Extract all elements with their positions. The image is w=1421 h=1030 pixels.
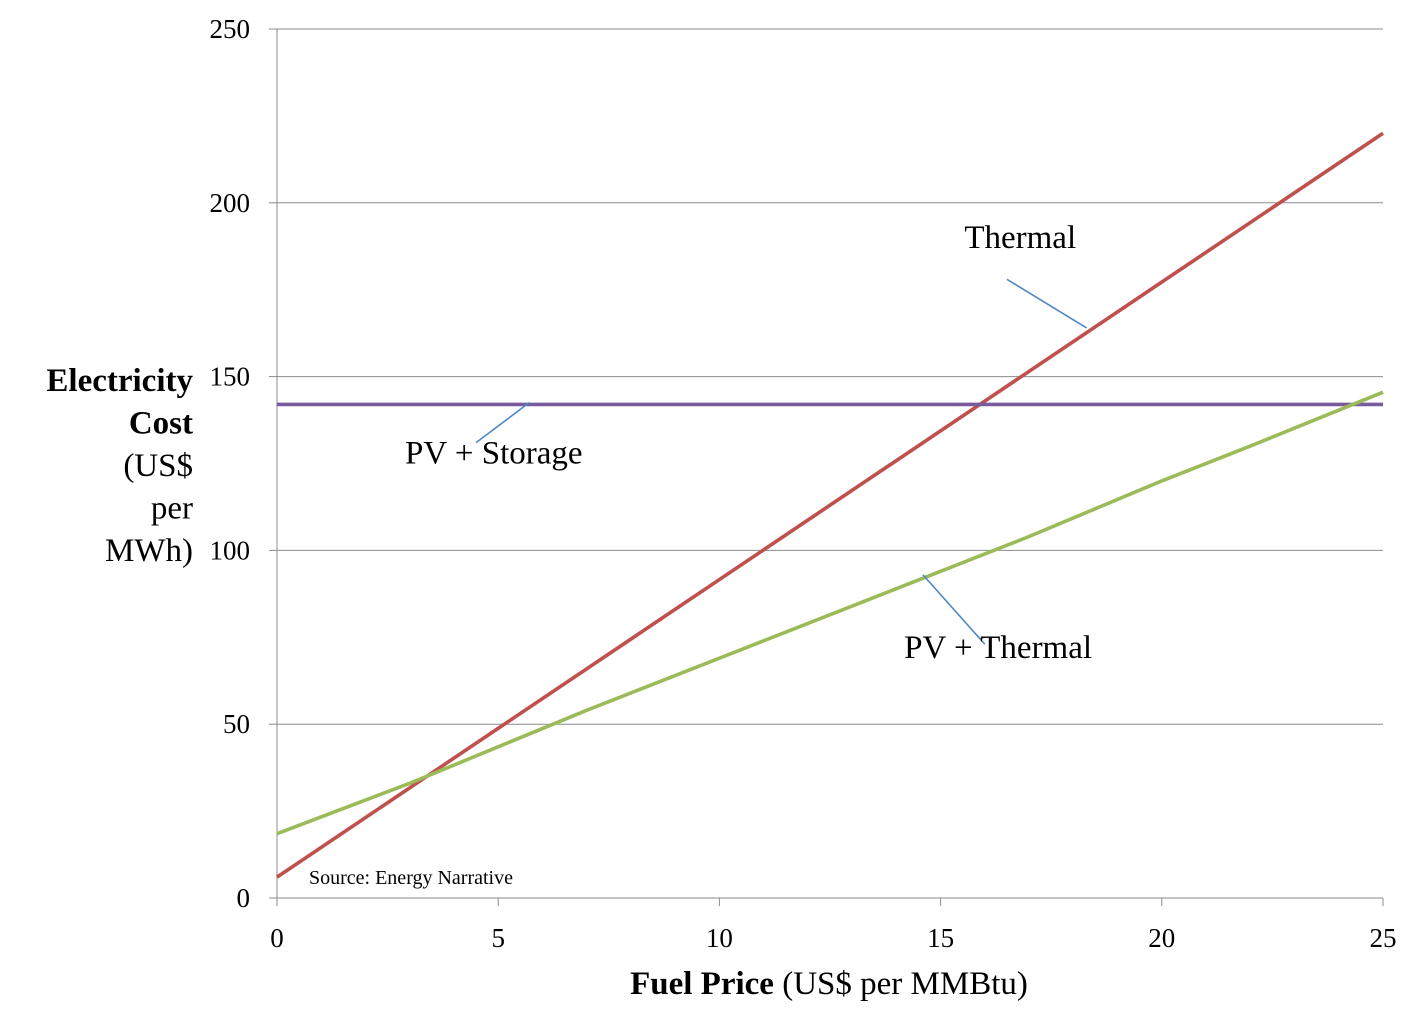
y-tick-label-250: 250: [210, 14, 251, 44]
series-line-thermal: [275, 131, 1385, 879]
series-line-pv-thermal: [276, 390, 1384, 836]
series-lines: [275, 131, 1385, 879]
x-axis-label: Fuel Price (US$ per MMBtu): [630, 966, 1028, 1002]
gridlines: [277, 28, 1383, 725]
y-axis-label-line-2: Cost: [129, 406, 193, 442]
source-note: Source: Energy Narrative: [309, 867, 513, 889]
series-label-pv-storage: PV + Storage: [405, 436, 583, 472]
series-label-pv-thermal: PV + Thermal: [904, 630, 1092, 666]
x-axis-label-bold: Fuel Price: [630, 966, 774, 1002]
y-axis-label: Electricity Cost (US$ per MWh): [46, 363, 193, 569]
leader-pv-storage: [475, 402, 530, 444]
tick-labels: 0 50 100 150 200 250 0 5 10 15 20 25: [210, 14, 1397, 953]
x-axis-label-units: (US$ per MMBtu): [774, 966, 1028, 1002]
y-tick-label-50: 50: [223, 709, 250, 739]
axes: [269, 28, 1384, 906]
y-tick-label-150: 150: [210, 362, 251, 392]
x-tick-label-20: 20: [1148, 923, 1175, 953]
series-label-thermal: Thermal: [964, 220, 1076, 256]
y-axis-label-line-3: (US$: [123, 448, 193, 484]
x-tick-label-25: 25: [1370, 923, 1397, 953]
leader-thermal: [1006, 278, 1088, 329]
y-axis-label-line-4: per: [151, 491, 193, 527]
y-axis-label-line-5: MWh): [105, 533, 193, 569]
y-tick-label-0: 0: [237, 883, 251, 913]
annotation-leaders: [475, 278, 1088, 645]
y-tick-label-100: 100: [210, 535, 251, 565]
leader-pv-thermal: [922, 574, 986, 645]
x-tick-label-0: 0: [270, 923, 284, 953]
y-axis-label-line-1: Electricity: [46, 363, 193, 399]
x-tick-label-10: 10: [706, 923, 733, 953]
x-tick-label-15: 15: [927, 923, 954, 953]
x-tick-label-5: 5: [491, 923, 505, 953]
series-labels: Thermal PV + Storage PV + Thermal: [405, 220, 1092, 666]
y-tick-label-200: 200: [210, 188, 251, 218]
